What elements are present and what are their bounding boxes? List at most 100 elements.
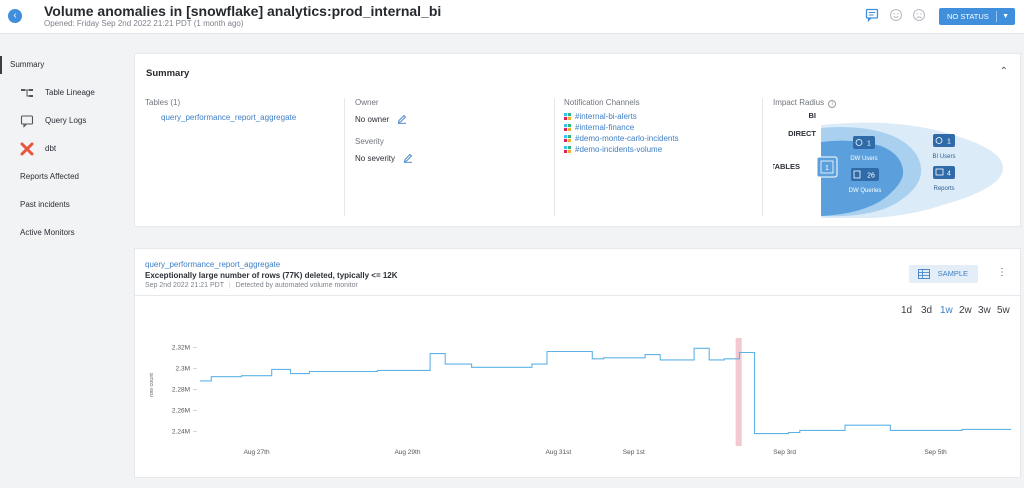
range-1d[interactable]: 1d xyxy=(901,305,913,316)
y-tick-label: 2.3M xyxy=(176,365,190,372)
table-link[interactable]: query_performance_report_aggregate xyxy=(161,113,297,122)
y-axis-label: row count xyxy=(149,373,155,397)
edit-severity-icon[interactable] xyxy=(403,153,413,163)
status-label: NO STATUS xyxy=(947,12,989,21)
reports-count: 4 xyxy=(947,171,951,178)
smile-icon[interactable] xyxy=(889,8,903,22)
row-count-line xyxy=(200,347,1011,435)
comment-icon[interactable] xyxy=(865,8,879,22)
sidebar-item-active-monitors[interactable]: Active Monitors xyxy=(0,224,75,242)
range-5w[interactable]: 5w xyxy=(997,305,1010,316)
sidebar-item-label: Query Logs xyxy=(45,116,87,125)
x-tick-label: Aug 27th xyxy=(244,449,270,456)
channel-name: #internal-bi-alerts xyxy=(575,112,637,121)
frown-icon[interactable] xyxy=(912,8,926,22)
tables-label: Tables (1) xyxy=(145,98,181,107)
dw-queries-label: DW Queries xyxy=(849,188,882,194)
status-dropdown[interactable]: NO STATUS ▼ xyxy=(939,8,1015,25)
bi-label: BI xyxy=(809,111,817,120)
impact-radius-diagram: 1 BI DIRECT TABLES 1 DW Users 26 DW Quer… xyxy=(773,111,1003,218)
channel-item[interactable]: #demo-incidents-volume xyxy=(564,144,762,155)
sidebar-item-label: Summary xyxy=(10,60,45,69)
bi-users-label: BI Users xyxy=(932,154,955,160)
channel-name: #demo-incidents-volume xyxy=(575,145,663,154)
summary-card: Summary ⌃ Tables (1) query_performance_r… xyxy=(134,53,1021,227)
range-3w[interactable]: 3w xyxy=(978,305,991,316)
y-axis: 2.32M 2.3M 2.28M 2.26M 2.24M xyxy=(172,344,197,435)
x-tick-label: Sep 3rd xyxy=(773,449,796,456)
range-1w[interactable]: 1w xyxy=(940,305,953,316)
dbt-icon xyxy=(20,142,34,156)
chat-bubble-icon xyxy=(20,115,34,128)
page-title: Volume anomalies in [snowflake] analytic… xyxy=(44,3,442,19)
range-2w[interactable]: 2w xyxy=(959,305,972,316)
anomaly-band xyxy=(735,338,742,446)
channels-column: Notification Channels #internal-bi-alert… xyxy=(564,98,763,216)
channel-item[interactable]: #demo-monte-carlo-incidents xyxy=(564,133,762,144)
page-header: ‹ Volume anomalies in [snowflake] analyt… xyxy=(0,0,1024,34)
sidebar-item-dbt[interactable]: dbt xyxy=(0,140,56,158)
sidebar: Summary Table Lineage Query Logs dbt Rep… xyxy=(0,35,130,488)
sidebar-item-label: Reports Affected xyxy=(20,172,79,181)
incident-description: Exceptionally large number of rows (77K)… xyxy=(145,271,398,280)
dw-queries-count: 26 xyxy=(867,173,875,180)
sidebar-item-summary[interactable]: Summary xyxy=(0,56,44,74)
info-icon[interactable]: i xyxy=(828,100,837,108)
sidebar-item-table-lineage[interactable]: Table Lineage xyxy=(0,84,95,102)
bi-users-count: 1 xyxy=(947,139,951,146)
tables-node[interactable] xyxy=(816,156,838,178)
owner-value: No owner xyxy=(355,114,390,124)
impact-label: Impact Radius i xyxy=(773,98,1018,108)
edit-owner-icon[interactable] xyxy=(397,114,407,124)
dw-users-count: 1 xyxy=(867,141,871,148)
sidebar-item-label: Table Lineage xyxy=(45,88,95,97)
sidebar-item-query-logs[interactable]: Query Logs xyxy=(0,112,86,130)
slack-icon xyxy=(564,135,571,142)
y-tick-label: 2.24M xyxy=(172,428,190,435)
incident-detector: Detected by automated volume monitor xyxy=(235,282,358,289)
sidebar-item-label: Active Monitors xyxy=(20,228,75,237)
reports-label: Reports xyxy=(933,186,954,192)
x-tick-label: Aug 29th xyxy=(394,449,420,456)
slack-icon xyxy=(564,124,571,131)
tables-label: TABLES xyxy=(773,162,800,171)
severity-value: No severity xyxy=(355,153,396,163)
impact-column: Impact Radius i 1 BI DIRECT TABLES 1 DW … xyxy=(773,98,1018,218)
sidebar-item-label: dbt xyxy=(45,144,57,153)
collapse-icon[interactable]: ⌃ xyxy=(999,66,1008,77)
volume-chart: 2.32M 2.3M 2.28M 2.26M 2.24M row count Aug 2… xyxy=(149,338,1011,456)
x-tick-label: Sep 5th xyxy=(924,449,947,456)
channel-list: #internal-bi-alerts #internal-finance #d… xyxy=(564,111,762,155)
summary-title: Summary xyxy=(146,68,190,79)
range-3d[interactable]: 3d xyxy=(921,305,933,316)
incident-timestamp: Sep 2nd 2022 21:21 PDT xyxy=(145,282,224,289)
caret-down-icon: ▼ xyxy=(1002,13,1009,20)
tables-column: Tables (1) query_performance_report_aggr… xyxy=(145,98,345,216)
status-divider xyxy=(996,11,997,22)
sample-label: SAMPLE xyxy=(937,269,968,278)
table-icon xyxy=(918,269,930,279)
incident-chart-card: query_performance_report_aggregate Excep… xyxy=(134,248,1021,478)
tables-count: 1 xyxy=(825,165,829,172)
direct-label: DIRECT xyxy=(788,129,816,138)
y-tick-label: 2.32M xyxy=(172,344,190,351)
chevron-left-icon: ‹ xyxy=(13,10,17,21)
severity-label: Severity xyxy=(355,137,384,146)
more-options-icon[interactable]: ⋮ xyxy=(997,267,1007,278)
channels-label: Notification Channels xyxy=(564,98,640,107)
sample-button[interactable]: SAMPLE xyxy=(909,265,978,283)
slack-icon xyxy=(564,146,571,153)
channel-item[interactable]: #internal-bi-alerts xyxy=(564,111,762,122)
incident-table-link[interactable]: query_performance_report_aggregate xyxy=(145,260,281,269)
slack-icon xyxy=(564,113,571,120)
incident-meta: Sep 2nd 2022 21:21 PDT | Detected by aut… xyxy=(145,282,358,289)
dw-users-label: DW Users xyxy=(850,156,877,162)
y-tick-label: 2.28M xyxy=(172,386,190,393)
page-subtitle: Opened: Friday Sep 2nd 2022 21:21 PDT (1… xyxy=(44,19,244,28)
sidebar-item-reports-affected[interactable]: Reports Affected xyxy=(0,168,79,186)
x-tick-label: Aug 31st xyxy=(546,449,572,456)
owner-column: Owner No owner Severity No severity xyxy=(355,98,555,216)
sidebar-item-past-incidents[interactable]: Past incidents xyxy=(0,196,70,214)
back-button[interactable]: ‹ xyxy=(8,9,22,23)
channel-item[interactable]: #internal-finance xyxy=(564,122,762,133)
